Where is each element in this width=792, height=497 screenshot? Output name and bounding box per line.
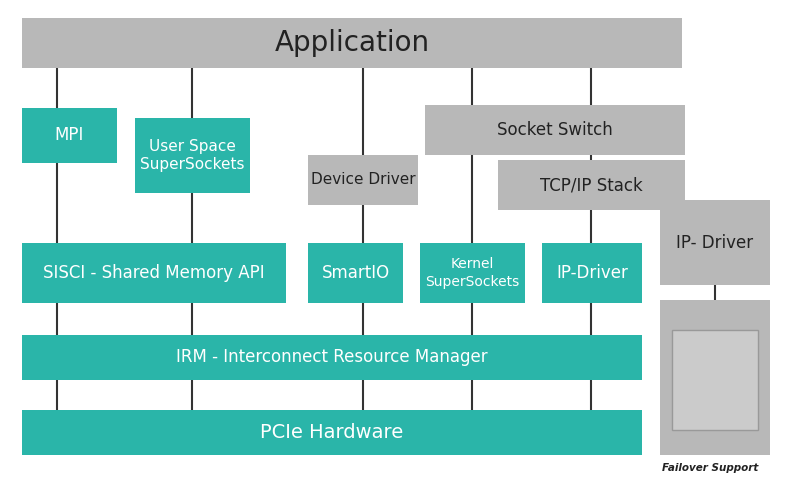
FancyBboxPatch shape (22, 18, 682, 68)
Text: SmartIO: SmartIO (322, 264, 390, 282)
Text: Application: Application (275, 29, 429, 57)
FancyBboxPatch shape (308, 155, 418, 205)
Text: Failover Support: Failover Support (662, 463, 758, 473)
Text: MPI: MPI (55, 127, 84, 145)
FancyBboxPatch shape (425, 105, 685, 155)
FancyBboxPatch shape (498, 160, 685, 210)
Text: IRM - Interconnect Resource Manager: IRM - Interconnect Resource Manager (176, 348, 488, 366)
FancyBboxPatch shape (660, 300, 770, 455)
Text: Kernel
SuperSockets: Kernel SuperSockets (425, 257, 520, 289)
FancyBboxPatch shape (542, 243, 642, 303)
Text: IP- Driver: IP- Driver (676, 234, 753, 251)
Text: User Space
SuperSockets: User Space SuperSockets (140, 139, 245, 172)
FancyBboxPatch shape (308, 243, 403, 303)
Text: SISCI - Shared Memory API: SISCI - Shared Memory API (44, 264, 265, 282)
Text: IP-Driver: IP-Driver (556, 264, 628, 282)
Text: PCIe Hardware: PCIe Hardware (261, 423, 404, 442)
Text: TCP/IP Stack: TCP/IP Stack (540, 176, 643, 194)
FancyBboxPatch shape (420, 243, 525, 303)
FancyBboxPatch shape (672, 330, 758, 430)
FancyBboxPatch shape (660, 200, 770, 285)
Text: Device Driver: Device Driver (310, 172, 415, 187)
FancyBboxPatch shape (135, 118, 250, 193)
FancyBboxPatch shape (22, 108, 117, 163)
FancyBboxPatch shape (22, 410, 642, 455)
Text: Ethernet
Hardware: Ethernet Hardware (675, 357, 755, 398)
FancyBboxPatch shape (22, 335, 642, 380)
Text: Socket Switch: Socket Switch (497, 121, 613, 139)
FancyBboxPatch shape (22, 243, 286, 303)
